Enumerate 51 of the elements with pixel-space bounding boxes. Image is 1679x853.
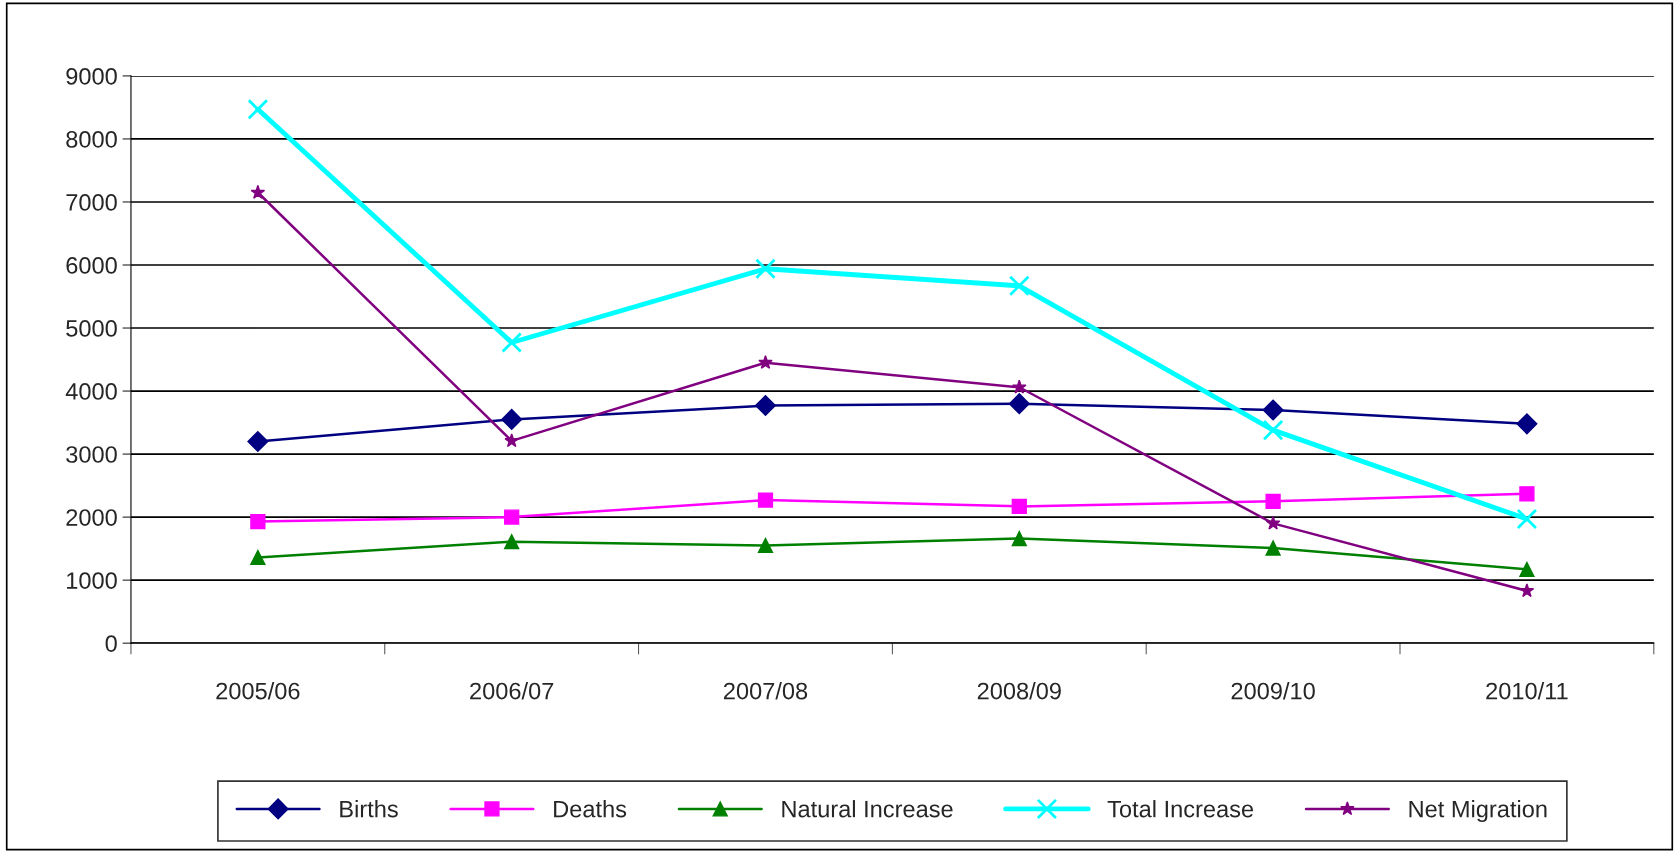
legend-label: Net Migration (1409, 800, 1547, 823)
legend-label: Natural Increase (782, 800, 953, 818)
x-tick-label: 2006/07 (470, 682, 554, 700)
point (1516, 508, 1538, 530)
point (1008, 275, 1030, 297)
point (1011, 498, 1027, 515)
legend-label: Births (340, 800, 398, 818)
y-tick-label: 7000 (66, 194, 117, 211)
point (1262, 399, 1284, 421)
point (757, 537, 774, 554)
y-tick-label: 3000 (66, 446, 117, 463)
y-tick-label: 1000 (67, 572, 117, 589)
point (1265, 515, 1281, 530)
point (758, 355, 773, 370)
y-tick-label: 8000 (66, 131, 117, 148)
x-tick-label: 2007/08 (724, 682, 808, 700)
point (501, 332, 523, 353)
point (504, 433, 519, 448)
point (754, 395, 777, 417)
y-tick-label: 5000 (66, 320, 117, 337)
x-tick-label: 2008/09 (977, 682, 1061, 700)
point (755, 258, 776, 280)
y-tick-label: 6000 (66, 257, 117, 274)
point (1265, 493, 1281, 509)
point (1265, 540, 1281, 556)
point (1011, 379, 1027, 394)
point (250, 549, 266, 566)
point (250, 513, 266, 530)
point (1008, 393, 1030, 415)
point (1519, 561, 1535, 578)
point (1011, 530, 1027, 547)
point (250, 184, 266, 199)
point (1519, 486, 1535, 502)
point (501, 408, 523, 430)
point (247, 98, 269, 120)
point (757, 492, 774, 508)
y-tick-label: 2000 (66, 509, 117, 526)
point (1516, 413, 1538, 435)
y-tick-label: 9000 (66, 67, 117, 85)
y-tick-label: 0 (105, 635, 117, 652)
point (1262, 419, 1284, 441)
x-tick-label: 2010/11 (1486, 682, 1568, 700)
x-tick-label: 2005/06 (216, 682, 300, 700)
legend-label: Deaths (554, 800, 627, 818)
point (504, 534, 520, 550)
y-tick-label: 4000 (65, 383, 117, 400)
point (247, 430, 269, 452)
point (504, 509, 520, 525)
x-tick-label: 2009/10 (1231, 682, 1315, 700)
legend-label: Total Increase (1107, 800, 1254, 818)
point (1519, 583, 1535, 598)
